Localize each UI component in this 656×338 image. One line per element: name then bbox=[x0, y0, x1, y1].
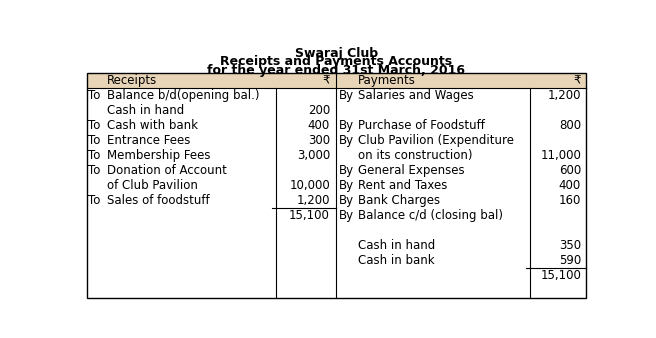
Text: 10,000: 10,000 bbox=[289, 179, 330, 192]
Text: Balance c/d (closing bal): Balance c/d (closing bal) bbox=[358, 210, 503, 222]
Text: Cash in hand: Cash in hand bbox=[358, 239, 435, 252]
Text: Purchase of Foodstuff: Purchase of Foodstuff bbox=[358, 119, 485, 132]
Text: Donation of Account: Donation of Account bbox=[107, 164, 227, 177]
Text: Cash with bank: Cash with bank bbox=[107, 119, 198, 132]
Text: To: To bbox=[88, 194, 100, 208]
Text: 600: 600 bbox=[559, 164, 581, 177]
Text: By: By bbox=[339, 134, 354, 147]
Text: Balance b/d(opening bal.): Balance b/d(opening bal.) bbox=[107, 89, 259, 102]
Text: 300: 300 bbox=[308, 134, 330, 147]
Text: of Club Pavilion: of Club Pavilion bbox=[107, 179, 197, 192]
Text: 1,200: 1,200 bbox=[297, 194, 330, 208]
Text: General Expenses: General Expenses bbox=[358, 164, 464, 177]
Text: Salaries and Wages: Salaries and Wages bbox=[358, 89, 474, 102]
Text: ₹: ₹ bbox=[323, 74, 330, 87]
Text: 800: 800 bbox=[559, 119, 581, 132]
Text: 400: 400 bbox=[559, 179, 581, 192]
Text: By: By bbox=[339, 179, 354, 192]
Bar bbox=[337, 73, 586, 88]
Text: To: To bbox=[88, 164, 100, 177]
Text: By: By bbox=[339, 210, 354, 222]
Text: By: By bbox=[339, 119, 354, 132]
Text: 160: 160 bbox=[559, 194, 581, 208]
Text: on its construction): on its construction) bbox=[358, 149, 472, 162]
Text: By: By bbox=[339, 89, 354, 102]
Text: Rent and Taxes: Rent and Taxes bbox=[358, 179, 447, 192]
Text: Swaraj Club: Swaraj Club bbox=[295, 47, 378, 60]
Text: Entrance Fees: Entrance Fees bbox=[107, 134, 190, 147]
Text: 350: 350 bbox=[559, 239, 581, 252]
Text: Payments: Payments bbox=[358, 74, 416, 87]
Text: To: To bbox=[88, 89, 100, 102]
Text: By: By bbox=[339, 194, 354, 208]
Text: By: By bbox=[339, 164, 354, 177]
Text: Sales of foodstuff: Sales of foodstuff bbox=[107, 194, 209, 208]
Text: 3,000: 3,000 bbox=[297, 149, 330, 162]
Text: 590: 590 bbox=[559, 255, 581, 267]
Text: Receipts: Receipts bbox=[107, 74, 157, 87]
Text: Bank Charges: Bank Charges bbox=[358, 194, 440, 208]
Text: 1,200: 1,200 bbox=[548, 89, 581, 102]
Text: Receipts and Payments Accounts: Receipts and Payments Accounts bbox=[220, 55, 452, 68]
Text: 400: 400 bbox=[308, 119, 330, 132]
Text: 15,100: 15,100 bbox=[289, 210, 330, 222]
Text: for the year ended 31st March, 2016: for the year ended 31st March, 2016 bbox=[207, 64, 465, 77]
Bar bbox=[87, 73, 586, 298]
Text: ₹: ₹ bbox=[573, 74, 581, 87]
Text: 15,100: 15,100 bbox=[541, 269, 581, 283]
Text: Membership Fees: Membership Fees bbox=[107, 149, 211, 162]
Text: To: To bbox=[88, 119, 100, 132]
Text: Cash in hand: Cash in hand bbox=[107, 104, 184, 117]
Text: Club Pavilion (Expenditure: Club Pavilion (Expenditure bbox=[358, 134, 514, 147]
Text: To: To bbox=[88, 149, 100, 162]
Text: Cash in bank: Cash in bank bbox=[358, 255, 434, 267]
Text: To: To bbox=[88, 134, 100, 147]
Bar bbox=[87, 73, 337, 88]
Text: 11,000: 11,000 bbox=[541, 149, 581, 162]
Text: 200: 200 bbox=[308, 104, 330, 117]
